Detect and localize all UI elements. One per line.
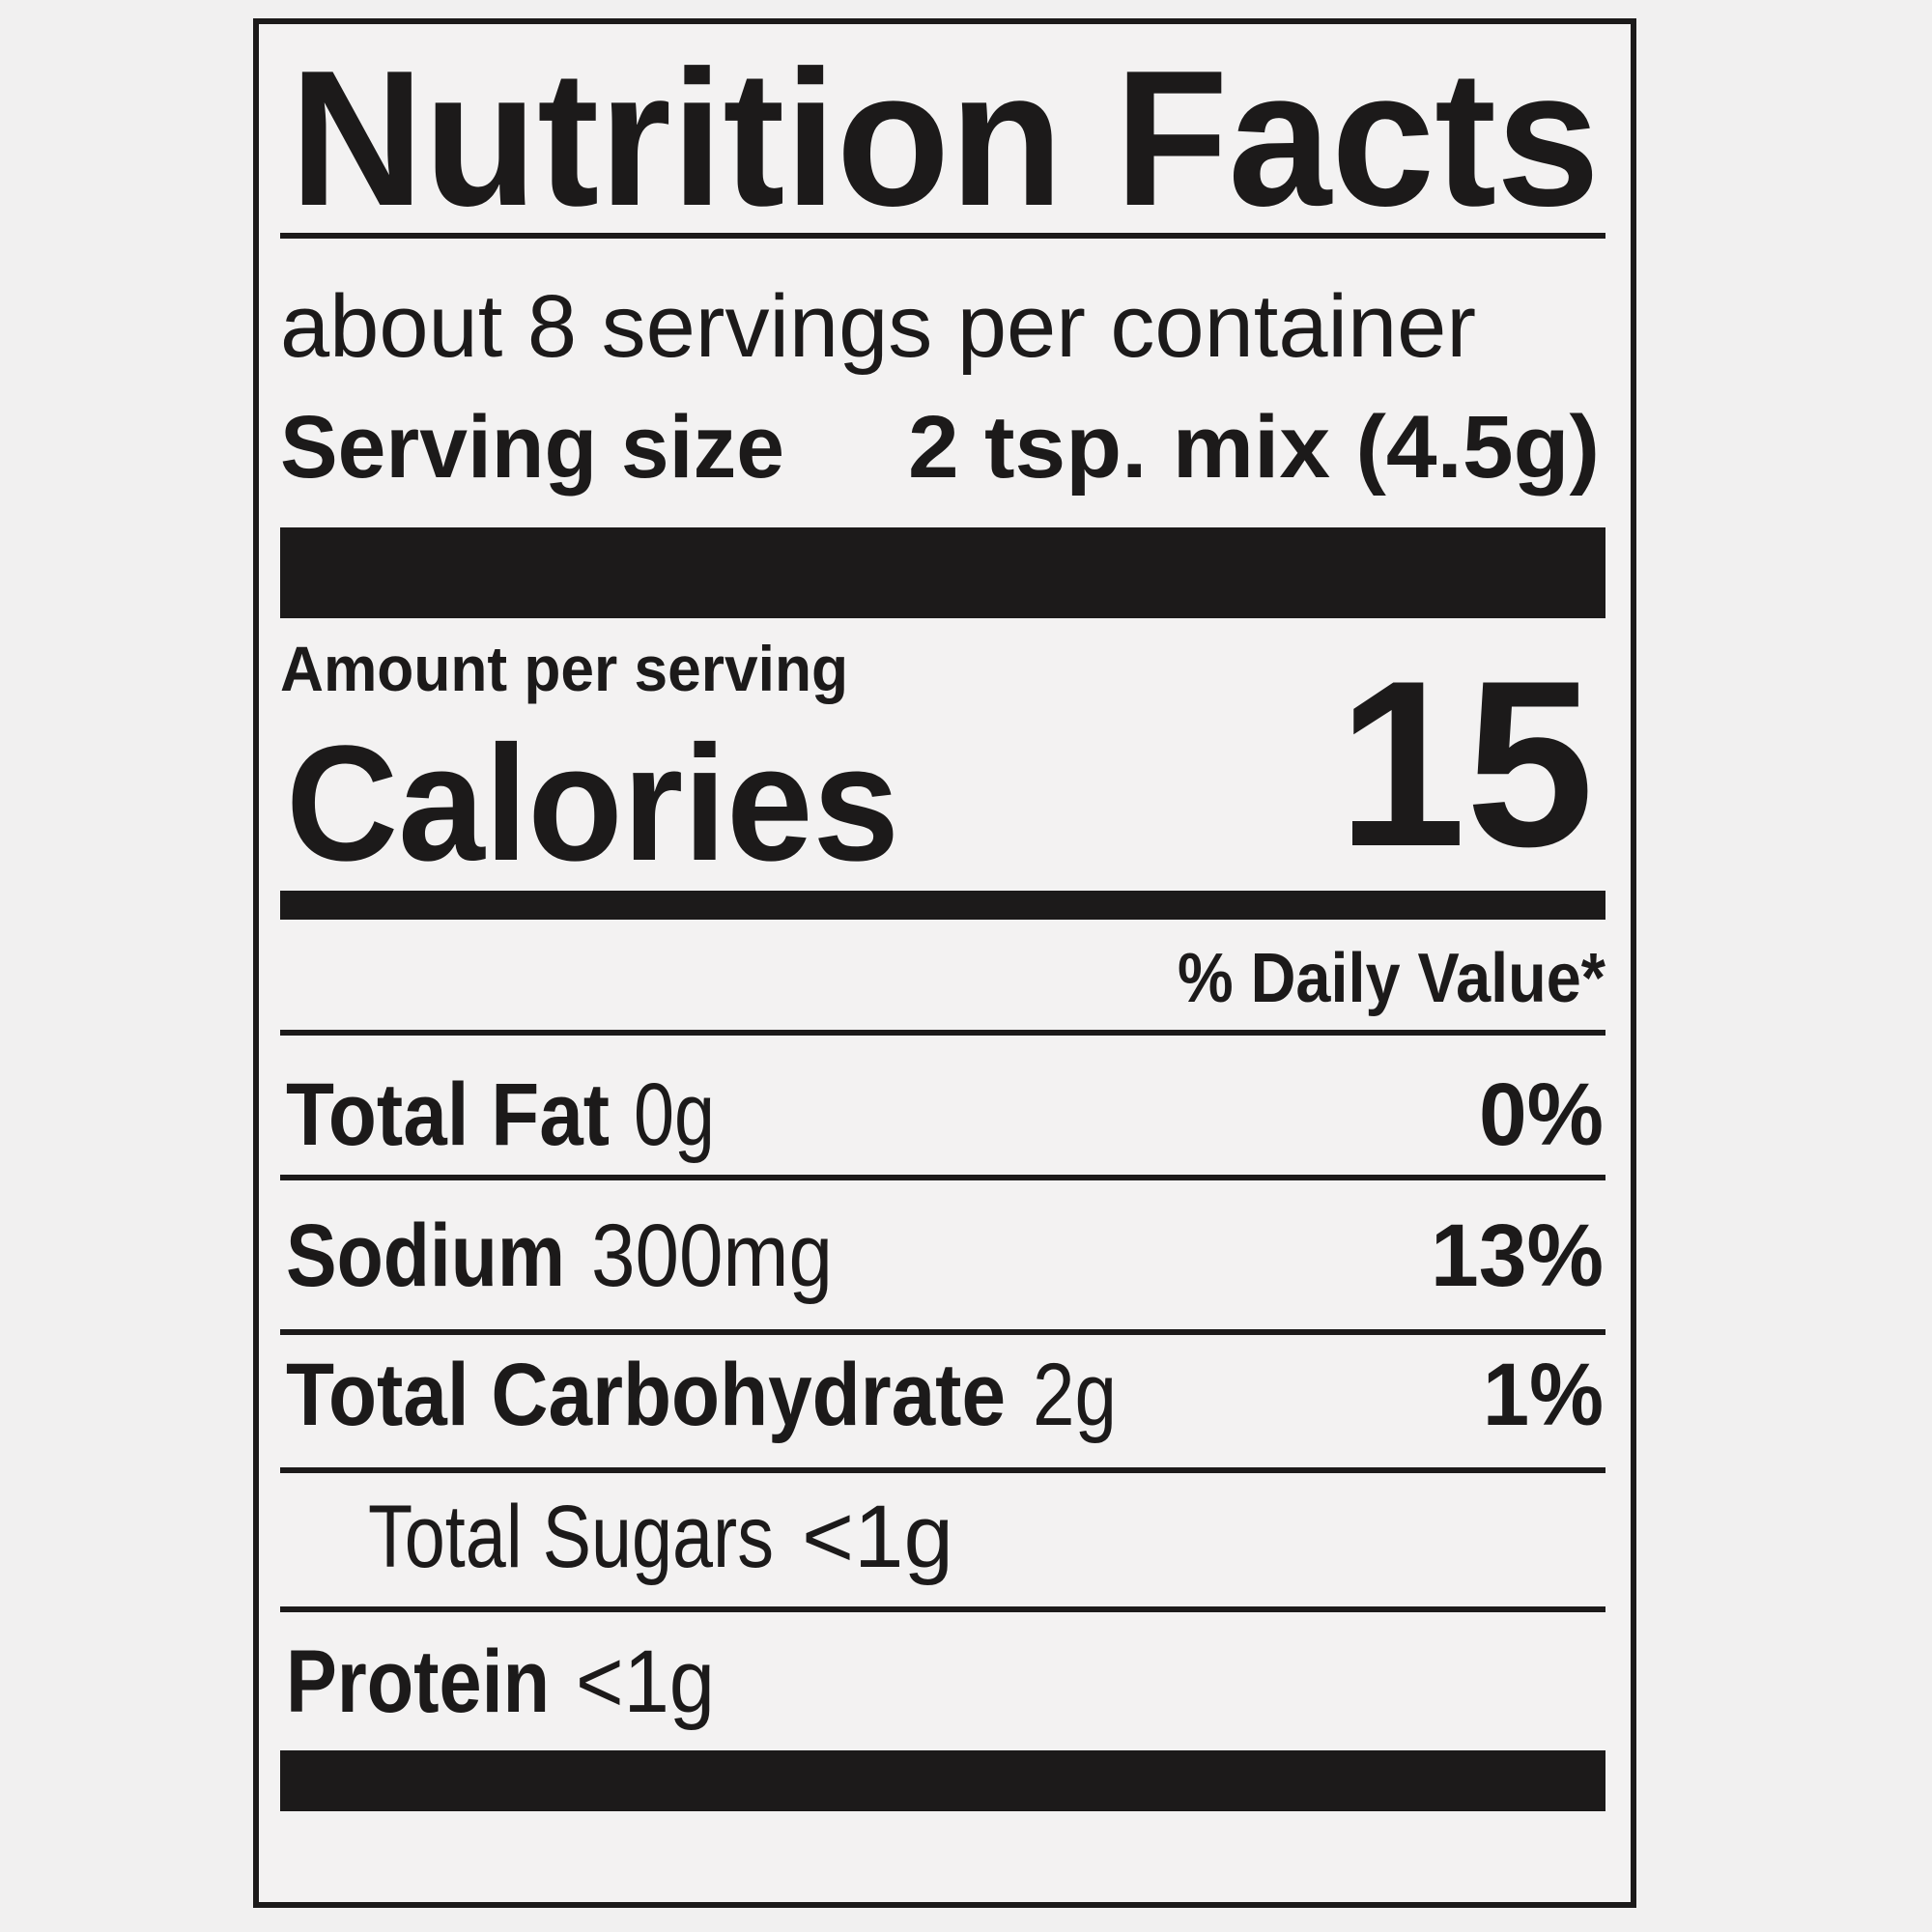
rule [280, 1606, 1605, 1612]
nutrient-name: Total Sugars [368, 1488, 774, 1586]
title: Nutrition Facts [290, 31, 1600, 246]
calories-value: 15 [1338, 631, 1594, 895]
nutrient-amount: 0g [634, 1065, 715, 1164]
thick-rule [280, 527, 1605, 618]
label-border [253, 18, 1636, 1908]
serving-size-label: Serving size [280, 398, 784, 497]
nutrient-daily-value: 13% [1431, 1207, 1604, 1305]
nutrient-amount: 2g [1033, 1346, 1117, 1444]
nutrient-amount: <1g [576, 1633, 715, 1731]
nutrient-name: Sodium [286, 1207, 565, 1305]
daily-value-header: % Daily Value* [1178, 940, 1605, 1017]
nutrient-name: Total Fat [286, 1065, 610, 1164]
calories-label: Calories [286, 712, 899, 895]
nutrient-amount: 300mg [591, 1207, 833, 1305]
medium-rule [280, 891, 1605, 920]
amount-per-serving: Amount per serving [280, 633, 848, 704]
rule [280, 1030, 1605, 1036]
nutrient-daily-value: 1% [1483, 1346, 1604, 1444]
rule [280, 1467, 1605, 1473]
rule [280, 1175, 1605, 1180]
rule [280, 1329, 1605, 1335]
nutrient-name: Protein [286, 1633, 550, 1731]
rule [280, 233, 1605, 239]
thick-rule [280, 1750, 1605, 1811]
serving-size-value: 2 tsp. mix (4.5g) [908, 398, 1600, 497]
nutrient-amount: <1g [802, 1488, 953, 1586]
nutrient-name: Total Carbohydrate [286, 1346, 1006, 1444]
nutrient-daily-value: 0% [1479, 1065, 1604, 1164]
servings-per-container: about 8 servings per container [280, 277, 1476, 376]
